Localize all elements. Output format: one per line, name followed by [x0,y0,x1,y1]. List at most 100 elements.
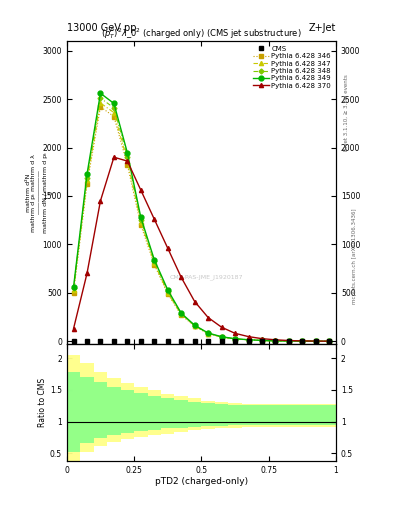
Pythia 6.428 346 [246,337,251,343]
Bar [161,398,174,429]
Bar [323,405,336,425]
CMS [314,338,318,345]
Pythia 6.428 347 [152,260,157,266]
Bar [269,405,282,425]
Pythia 6.428 348 [206,330,211,336]
Pythia 6.428 348 [138,217,143,223]
Pythia 6.428 347 [246,337,251,343]
Pythia 6.428 349 [152,257,157,263]
Bar [188,402,202,426]
Bar [121,383,134,439]
Pythia 6.428 347 [71,287,76,293]
Pythia 6.428 349 [286,338,291,344]
Pythia 6.428 370 [327,338,332,344]
Pythia 6.428 349 [165,287,170,293]
Pythia 6.428 370 [286,337,291,344]
Pythia 6.428 348 [84,175,89,181]
Bar [80,377,94,443]
Pythia 6.428 348 [314,338,318,344]
Pythia 6.428 370 [71,326,76,332]
Bar [228,403,242,428]
Pythia 6.428 347 [314,338,318,344]
Text: Rivet 3.1.10, ≥ 3.3M events: Rivet 3.1.10, ≥ 3.3M events [344,74,349,151]
Bar [80,363,94,452]
Line: CMS: CMS [72,339,331,343]
Pythia 6.428 346 [206,331,211,337]
Bar [174,400,188,428]
CMS [273,338,278,345]
Pythia 6.428 346 [300,338,305,344]
CMS [84,338,89,345]
Pythia 6.428 370 [233,330,237,336]
Pythia 6.428 349 [98,90,103,96]
Pythia 6.428 348 [233,336,237,342]
Line: Pythia 6.428 346: Pythia 6.428 346 [72,105,331,344]
Pythia 6.428 370 [165,245,170,251]
Pythia 6.428 370 [125,158,130,164]
Pythia 6.428 370 [192,298,197,305]
CMS [260,338,264,345]
Pythia 6.428 348 [260,337,264,344]
Pythia 6.428 347 [219,334,224,340]
Line: Pythia 6.428 349: Pythia 6.428 349 [71,91,332,344]
Pythia 6.428 346 [138,222,143,228]
Pythia 6.428 370 [138,187,143,193]
CMS [125,338,130,345]
Pythia 6.428 348 [98,95,103,101]
CMS [206,338,211,345]
Text: 13000 GeV pp: 13000 GeV pp [67,23,136,33]
Pythia 6.428 349 [179,310,184,316]
Pythia 6.428 370 [179,274,184,281]
Line: Pythia 6.428 347: Pythia 6.428 347 [72,101,331,344]
Text: CMS-PAS-JME_J1920187: CMS-PAS-JME_J1920187 [170,274,244,280]
Pythia 6.428 346 [219,334,224,340]
Bar [282,405,296,425]
Pythia 6.428 347 [125,158,130,164]
Pythia 6.428 347 [138,219,143,225]
CMS [327,338,332,345]
Bar [215,404,228,426]
CMS [286,338,291,345]
Bar [202,400,215,429]
Bar [188,398,202,431]
Text: Z+Jet: Z+Jet [309,23,336,33]
Pythia 6.428 346 [98,104,103,110]
Title: $(p_T^P)^2\lambda\_0^2$ (charged only) (CMS jet substructure): $(p_T^P)^2\lambda\_0^2$ (charged only) (… [101,26,302,41]
Bar [323,404,336,427]
CMS [192,338,197,345]
Pythia 6.428 370 [273,337,278,343]
Pythia 6.428 347 [286,338,291,344]
Pythia 6.428 346 [286,338,291,344]
Pythia 6.428 349 [192,322,197,328]
Pythia 6.428 348 [273,338,278,344]
CMS [152,338,157,345]
Pythia 6.428 349 [125,150,130,156]
Pythia 6.428 348 [286,338,291,344]
Bar [121,390,134,433]
Pythia 6.428 347 [273,338,278,344]
CMS [246,338,251,345]
Bar [215,402,228,429]
Bar [94,372,107,445]
Pythia 6.428 349 [71,284,76,290]
Pythia 6.428 346 [84,181,89,187]
Bar [296,404,309,427]
Pythia 6.428 346 [152,262,157,268]
Pythia 6.428 346 [314,338,318,344]
CMS [219,338,224,345]
Pythia 6.428 370 [300,338,305,344]
Pythia 6.428 349 [138,215,143,221]
Pythia 6.428 347 [98,100,103,106]
Pythia 6.428 348 [152,258,157,264]
Bar [255,405,269,425]
Pythia 6.428 347 [300,338,305,344]
Pythia 6.428 348 [125,154,130,160]
Pythia 6.428 349 [84,171,89,177]
Pythia 6.428 370 [112,154,116,160]
CMS [98,338,103,345]
CMS [138,338,143,345]
Pythia 6.428 370 [246,333,251,339]
Line: Pythia 6.428 370: Pythia 6.428 370 [72,155,331,343]
Pythia 6.428 370 [219,324,224,330]
Pythia 6.428 348 [327,338,332,344]
